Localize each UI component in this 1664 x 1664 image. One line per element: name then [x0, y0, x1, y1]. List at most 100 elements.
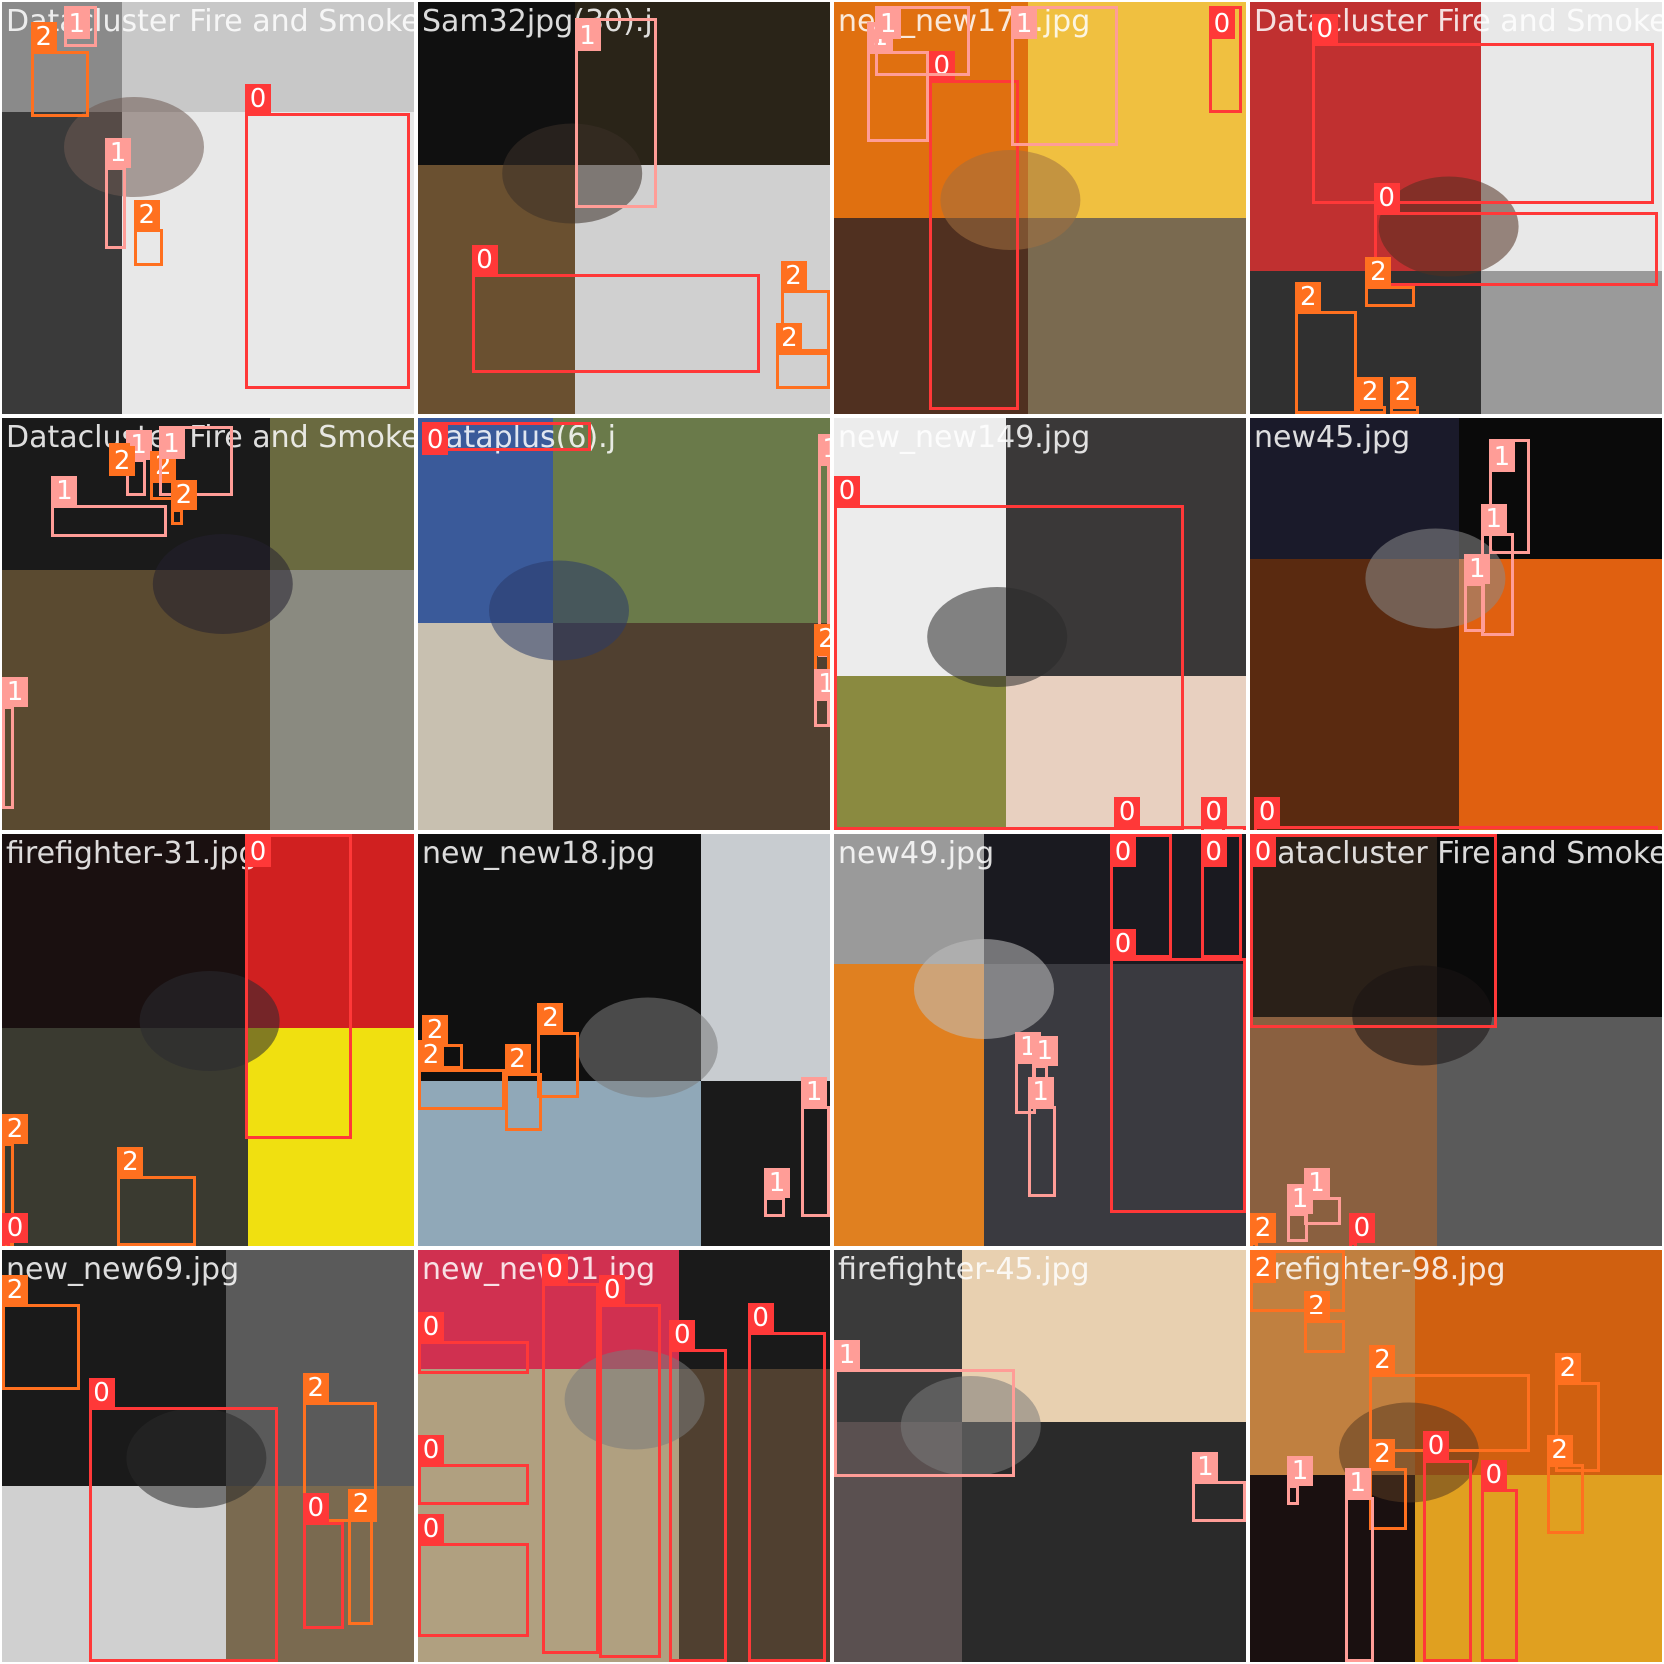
image-region [701, 834, 830, 1081]
mosaic-tile: new49.jpg 0 0 0 1 1 1 [834, 834, 1246, 1246]
class-label: 2 [776, 323, 803, 354]
image-texture [577, 997, 718, 1098]
image-region [270, 418, 414, 570]
class-label: 2 [117, 1146, 144, 1177]
class-label: 0 [1250, 837, 1276, 867]
detection-box: 2 [133, 199, 163, 266]
class-label: 1 [574, 21, 601, 52]
class-label: 0 [471, 244, 498, 275]
class-label: 0 [1311, 14, 1338, 45]
detection-box: 2 [30, 22, 89, 118]
class-label: 0 [1110, 837, 1137, 867]
class-label: 2 [1250, 1253, 1276, 1283]
detection-box: 2 [1357, 376, 1386, 414]
class-label: 2 [1303, 1291, 1330, 1322]
mosaic-tile: new_new18.jpg 2 2 2 2 1 1 [418, 834, 830, 1246]
class-label: 0 [747, 1303, 774, 1334]
class-label: 2 [348, 1488, 375, 1519]
detection-box: 0 [928, 51, 1020, 410]
detection-box: 2 [1546, 1435, 1584, 1535]
image-region [2, 1486, 226, 1662]
detection-box: 0 [245, 84, 410, 390]
detection-box: 1 [51, 475, 167, 538]
class-label: 1 [1287, 1455, 1314, 1486]
class-label: 2 [302, 1373, 329, 1404]
class-label: 2 [1546, 1435, 1573, 1466]
class-label: 0 [1423, 1431, 1450, 1462]
class-label: 0 [418, 1311, 444, 1342]
image-texture [64, 97, 204, 197]
class-label: 0 [1200, 837, 1227, 867]
mosaic-tile: new_new171.jpg01110 [834, 2, 1246, 414]
class-label: 1 [1192, 1451, 1219, 1482]
image-region [834, 676, 1006, 830]
class-label: 0 [1200, 796, 1227, 827]
detection-box: 1 [1480, 504, 1514, 637]
class-label: 1 [1287, 1184, 1314, 1215]
class-label: 0 [669, 1319, 696, 1350]
mosaic-tile: firefighter-45.jpg 1 1 [834, 1250, 1246, 1662]
tile-image [1250, 418, 1662, 830]
detection-box: 0 [1254, 796, 1658, 830]
class-label: 2 [109, 445, 136, 476]
detection-box: 2 [2, 1274, 81, 1391]
class-label: 1 [105, 137, 131, 168]
detection-box: 2 [1250, 1250, 1345, 1312]
detection-box: 0 [1110, 834, 1172, 958]
detection-box: 0 [1114, 796, 1226, 830]
class-label: 0 [88, 1377, 115, 1408]
image-texture [1365, 528, 1506, 629]
class-label: 1 [834, 1340, 860, 1371]
class-label: 0 [599, 1274, 626, 1305]
class-label: 2 [813, 623, 830, 654]
detection-box: 0 [1423, 1431, 1473, 1662]
class-label: 1 [1344, 1468, 1371, 1499]
tile-image [2, 418, 414, 830]
detection-box: 2 [1369, 1344, 1531, 1452]
detection-box: 0 [302, 1492, 344, 1630]
detection-box: 2 [170, 479, 197, 526]
class-label: 2 [1390, 376, 1417, 407]
detection-box: 2 [109, 442, 136, 476]
detection-box: 1 [801, 1076, 830, 1218]
detection-box: 2 [302, 1373, 377, 1522]
detection-box: 1 [1011, 6, 1119, 147]
detection-box: 2 [504, 1043, 542, 1131]
detection-box: 1 [63, 6, 97, 48]
detection-box: 0 [422, 422, 592, 456]
detection-box: 1 [834, 1340, 1016, 1477]
class-label: 2 [1369, 1344, 1396, 1375]
detection-box: 2 [1369, 1439, 1407, 1531]
class-label: 2 [170, 479, 197, 510]
detection-box: 0 [834, 475, 1185, 830]
mosaic-tile: new_new149.jpg 0 0 0 [834, 418, 1246, 830]
detection-box: 2 [780, 261, 830, 353]
image-region [1028, 218, 1246, 414]
mosaic-tile: new_new69.jpg 0 2 0 2 2 [2, 1250, 414, 1662]
detection-box: 2 [1250, 1212, 1276, 1246]
class-label: 1 [1011, 9, 1038, 40]
detection-box: 0 [1480, 1459, 1518, 1662]
class-label: 0 [1480, 1459, 1507, 1490]
image-texture [1352, 965, 1493, 1066]
class-label: 0 [1348, 1212, 1375, 1243]
mosaic-tile: Datacluster Fire and Smoke 0 0 2 2 2 2 [1250, 2, 1662, 414]
detection-box: 0 [599, 1274, 662, 1658]
detection-box: 0 [1311, 14, 1654, 204]
detection-box: 2 [1554, 1352, 1601, 1473]
mosaic-tile: Sam32jpg(30).j 1 0 2 2 [418, 2, 830, 414]
detection-box: 0 [418, 1311, 530, 1374]
image-texture [489, 560, 629, 661]
image-texture [914, 939, 1054, 1039]
tile-image [2, 1250, 414, 1662]
class-label: 1 [764, 1167, 791, 1198]
detection-box: 1 [2, 677, 28, 810]
class-label: 0 [1373, 183, 1400, 214]
class-label: 1 [1480, 504, 1507, 535]
image-region [1437, 1017, 1662, 1246]
image-texture [900, 1376, 1041, 1476]
class-label: 1 [51, 475, 78, 506]
class-label: 1 [1464, 553, 1491, 584]
class-label: 1 [875, 9, 902, 40]
